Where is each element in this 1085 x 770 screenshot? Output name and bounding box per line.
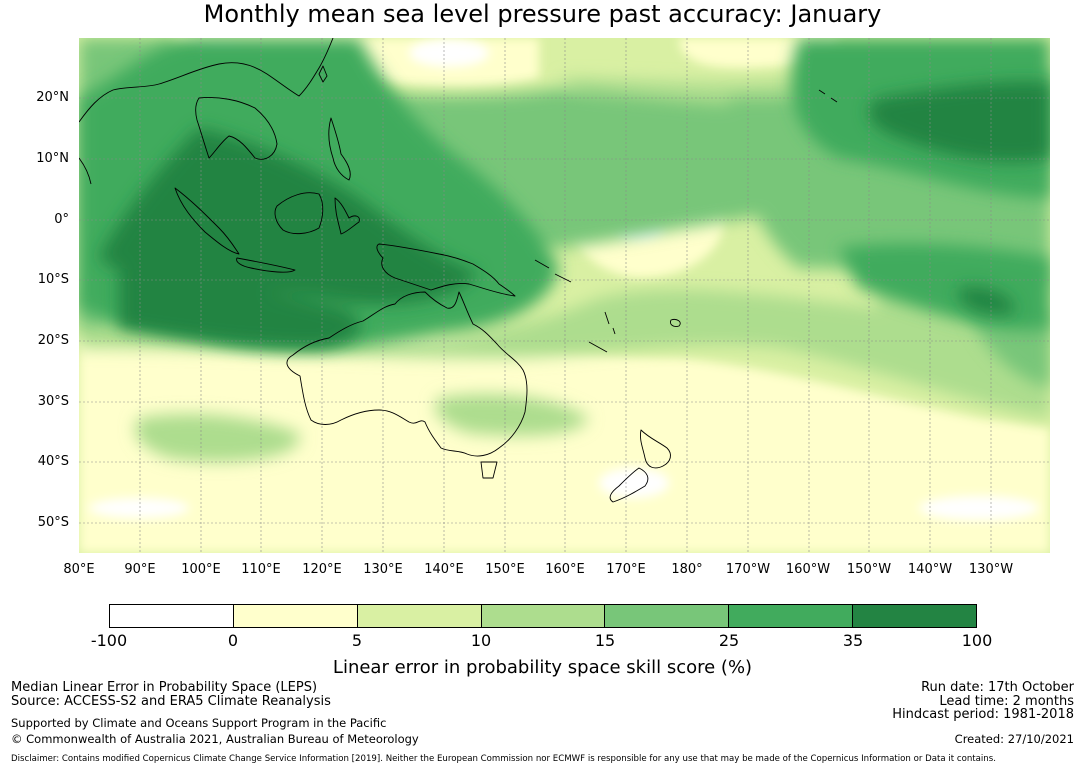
colorbar-tick-label: 5 [351, 631, 363, 650]
tasmania-coast [480, 461, 498, 479]
indochina-coast [195, 97, 278, 160]
colorbar-swatch [110, 605, 234, 627]
method-text: Median Linear Error in Probability Space… [11, 680, 318, 695]
colorbar-tick-label: 0 [227, 631, 239, 650]
created-date-text: Created: 27/10/2021 [954, 732, 1074, 746]
graticule [79, 38, 1050, 553]
lat-label-30s: 30°S [37, 394, 69, 409]
new-zealand-north-coast [640, 429, 671, 469]
lon-label-90e: 90°E [124, 562, 156, 577]
new-caledonia-coast [588, 341, 608, 353]
new-zealand-south-coast [609, 467, 649, 503]
vanuatu-coast [604, 311, 616, 335]
mainland-asia-coast [79, 38, 334, 123]
lon-label-130w: 130°W [968, 562, 1014, 577]
lon-label-150e: 150°E [485, 562, 525, 577]
java-coast [236, 257, 296, 273]
hawaii-coast [818, 89, 838, 103]
colorbar-swatch [729, 605, 854, 627]
colorbar-tick-label: 10 [470, 631, 492, 650]
lon-label-100e: 100°E [181, 562, 221, 577]
lon-label-120e: 120°E [302, 562, 342, 577]
colorbar-swatch [357, 605, 482, 627]
colorbar-tick-label: 100 [961, 631, 993, 650]
colorbar-swatch [233, 605, 358, 627]
lon-label-140e: 140°E [424, 562, 464, 577]
disclaimer-text: Disclaimer: Contains modified Copernicus… [11, 754, 996, 764]
lon-label-80e: 80°E [63, 562, 95, 577]
lon-label-150w: 150°W [846, 562, 892, 577]
solomon-islands-coast [534, 259, 572, 283]
lon-label-170e: 170°E [606, 562, 646, 577]
colorbar-swatch [605, 605, 730, 627]
lon-label-140w: 140°W [907, 562, 953, 577]
sulawesi-coast [334, 197, 360, 235]
colorbar-title: Linear error in probability space skill … [332, 657, 753, 678]
lat-label-equator: 0° [54, 212, 69, 227]
lat-label-20s: 20°S [37, 333, 69, 348]
colorbar-tick-label: 25 [718, 631, 740, 650]
new-guinea-coast [376, 243, 516, 297]
lon-label-170w: 170°W [725, 562, 771, 577]
skill-peak-regions [99, 81, 1050, 348]
borneo-coast [274, 192, 324, 235]
hindcast-period-text: Hindcast period: 1981-2018 [892, 707, 1074, 722]
colorbar [109, 604, 977, 628]
taiwan-coast [318, 65, 328, 83]
run-date-text: Run date: 17th October [921, 680, 1074, 695]
lon-label-180: 180° [671, 562, 703, 577]
support-text: Supported by Climate and Oceans Support … [11, 716, 387, 730]
colorbar-swatch [481, 605, 606, 627]
colorbar-tick-label: -100 [90, 631, 128, 650]
philippines-coast [328, 117, 351, 181]
india-coast [79, 157, 92, 185]
copyright-text: © Commonwealth of Australia 2021, Austra… [11, 732, 419, 746]
colorbar-tick-label: 35 [842, 631, 864, 650]
lon-label-130e: 130°E [363, 562, 403, 577]
source-text: Source: ACCESS-S2 and ERA5 Climate Reana… [11, 694, 331, 709]
colorbar-swatch [853, 605, 977, 627]
lat-label-10n: 10°N [36, 151, 69, 166]
sumatra-coast [174, 187, 240, 255]
lat-label-20n: 20°N [36, 90, 69, 105]
lat-label-50s: 50°S [37, 515, 69, 530]
colorbar-tick-label: 15 [594, 631, 616, 650]
lat-label-40s: 40°S [37, 454, 69, 469]
lead-time-text: Lead time: 2 months [939, 694, 1074, 709]
skill-map [79, 38, 1050, 553]
australia-coast [286, 291, 528, 457]
fiji-coast [670, 319, 681, 327]
lon-label-110e: 110°E [241, 562, 281, 577]
lon-label-160w: 160°W [785, 562, 831, 577]
skill-map-svg [79, 38, 1050, 553]
coastlines [79, 38, 838, 503]
lat-label-10s: 10°S [37, 272, 69, 287]
lon-label-160e: 160°E [545, 562, 585, 577]
page-title: Monthly mean sea level pressure past acc… [203, 0, 882, 28]
